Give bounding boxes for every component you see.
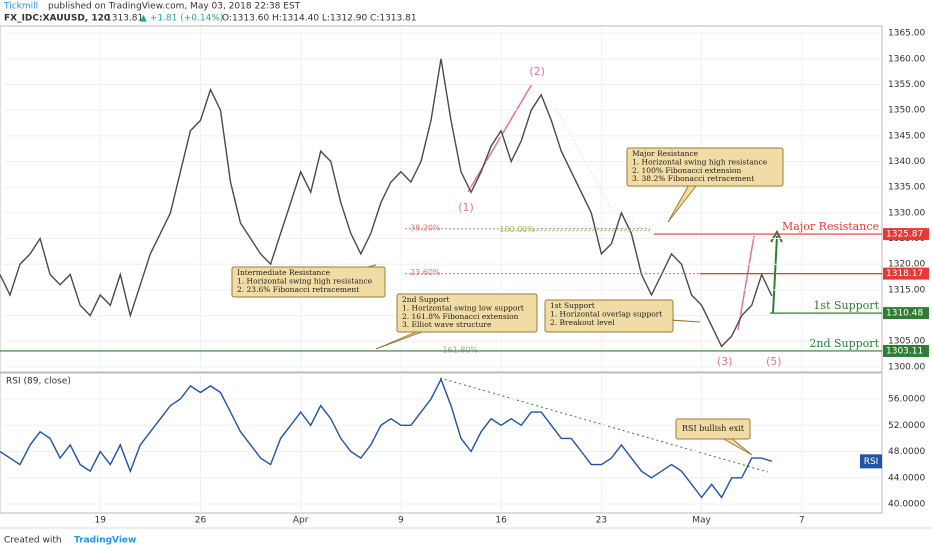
pane-title: RSI (89, close) bbox=[6, 377, 71, 387]
footer-brand[interactable]: TradingView bbox=[74, 536, 136, 546]
fib-tie bbox=[555, 107, 656, 237]
y-tick-label: 1350.00 bbox=[888, 106, 925, 116]
fib-label: 38.20% bbox=[410, 223, 441, 232]
callout-text: 2nd Support bbox=[402, 295, 449, 304]
fib-label: 100.00% bbox=[499, 225, 535, 234]
y-tick-label: 1365.00 bbox=[888, 29, 925, 39]
legend-text: RSI bbox=[864, 457, 879, 467]
published: published on TradingView.com, May 03, 20… bbox=[48, 2, 301, 12]
symbol: FX_IDC:XAUUSD, 120 bbox=[4, 14, 110, 24]
level-label: 2nd Support bbox=[809, 337, 879, 350]
x-tick-label: 26 bbox=[195, 516, 207, 526]
wave-label: (5) bbox=[766, 355, 782, 368]
price-tag bbox=[883, 307, 929, 320]
callout-text: 2. 161.8% Fibonacci extension bbox=[402, 312, 519, 321]
x-tick-label: 9 bbox=[398, 516, 404, 526]
wave-label: (1) bbox=[458, 201, 474, 214]
y-tick-label: 1345.00 bbox=[888, 131, 925, 141]
x-tick-label: 23 bbox=[596, 516, 607, 526]
price-tag bbox=[883, 267, 929, 280]
price-tag-text: 1310.48 bbox=[886, 309, 923, 319]
y-tick-label: 1335.00 bbox=[888, 183, 925, 193]
callout-text: 2. Breakout level bbox=[550, 318, 615, 327]
wave-line bbox=[737, 235, 755, 331]
callout-text: 1. Horizontal swing high resistance bbox=[237, 276, 373, 285]
x-tick-label: Apr bbox=[293, 516, 309, 526]
y-tick-label: 1315.00 bbox=[888, 285, 925, 295]
footer-created: Created with bbox=[4, 536, 62, 546]
y-tick-label: 1330.00 bbox=[888, 208, 925, 218]
price-tag-text: 1325.87 bbox=[886, 230, 923, 240]
line bbox=[0, 58, 773, 348]
x-tick-label: 16 bbox=[495, 516, 507, 526]
y-tick-label: 1320.00 bbox=[888, 260, 925, 270]
y-tick-label: 48.0000 bbox=[888, 447, 925, 457]
price-tag-text: 1318.17 bbox=[886, 269, 923, 279]
callout-text: 1. Horizontal swing high resistance bbox=[632, 157, 768, 166]
y-tick-label: 1355.00 bbox=[888, 80, 925, 90]
rsi-pane bbox=[0, 372, 883, 514]
y-tick-label: 1340.00 bbox=[888, 157, 925, 167]
y-tick-label: 1300.00 bbox=[888, 362, 925, 372]
wave-label: (2) bbox=[529, 65, 545, 78]
y-tick-label: 40.0000 bbox=[888, 499, 925, 509]
callout-box bbox=[396, 293, 538, 333]
callout-box bbox=[544, 299, 674, 333]
x-tick-label: 7 bbox=[799, 516, 805, 526]
change: ▲ +1.81 (+0.14%) bbox=[140, 14, 223, 24]
callout-text: 3. Elliot wave structure bbox=[402, 320, 492, 329]
price-tag bbox=[883, 344, 929, 357]
callout-text: 2. 23.6% Fibonacci retracement bbox=[237, 285, 359, 294]
wave-line bbox=[467, 83, 533, 193]
x-tick-label: May bbox=[692, 516, 711, 526]
y-tick-label: 1360.00 bbox=[888, 54, 925, 64]
x-tick-label: 19 bbox=[95, 516, 107, 526]
fib-label: 161.80% bbox=[442, 345, 478, 354]
callout-text: Major Resistance bbox=[632, 149, 699, 158]
last: 1313.81 bbox=[106, 14, 143, 24]
callout-box bbox=[675, 418, 751, 440]
price-tag bbox=[883, 228, 929, 241]
y-tick-label: 56.0000 bbox=[888, 395, 925, 405]
line bbox=[0, 377, 773, 499]
callout-text: 1. Horizontal swing low support bbox=[402, 303, 524, 312]
callout-text: RSI bullish exit bbox=[682, 424, 745, 433]
level-label: 1st Support bbox=[813, 299, 879, 312]
legend-tag bbox=[860, 454, 882, 469]
callout-text: 1st Support bbox=[550, 301, 595, 310]
wave-label: (3) bbox=[717, 355, 733, 368]
callout-box bbox=[626, 147, 784, 187]
callout-text: 3. 38.2% Fibonacci retracement bbox=[632, 174, 754, 183]
callout-text: Intermediate Resistance bbox=[237, 268, 331, 277]
fib-label: 23.60% bbox=[410, 268, 441, 277]
y-tick-label: 44.0000 bbox=[888, 473, 925, 483]
ohlc: O:1313.60 H:1314.40 L:1312.90 C:1313.81 bbox=[222, 14, 417, 24]
publisher[interactable]: Tickmill bbox=[3, 2, 38, 12]
y-tick-label: 52.0000 bbox=[888, 421, 925, 431]
callout-box bbox=[231, 266, 386, 298]
level-label: Major Resistance bbox=[782, 220, 879, 233]
y-tick-label: 1305.00 bbox=[888, 337, 925, 347]
callout-text: 1. Horizontal overlap support bbox=[550, 309, 662, 318]
price-tag-text: 1303.11 bbox=[886, 346, 923, 356]
callout-text: 2. 100% Fibonacci extension bbox=[632, 166, 741, 175]
